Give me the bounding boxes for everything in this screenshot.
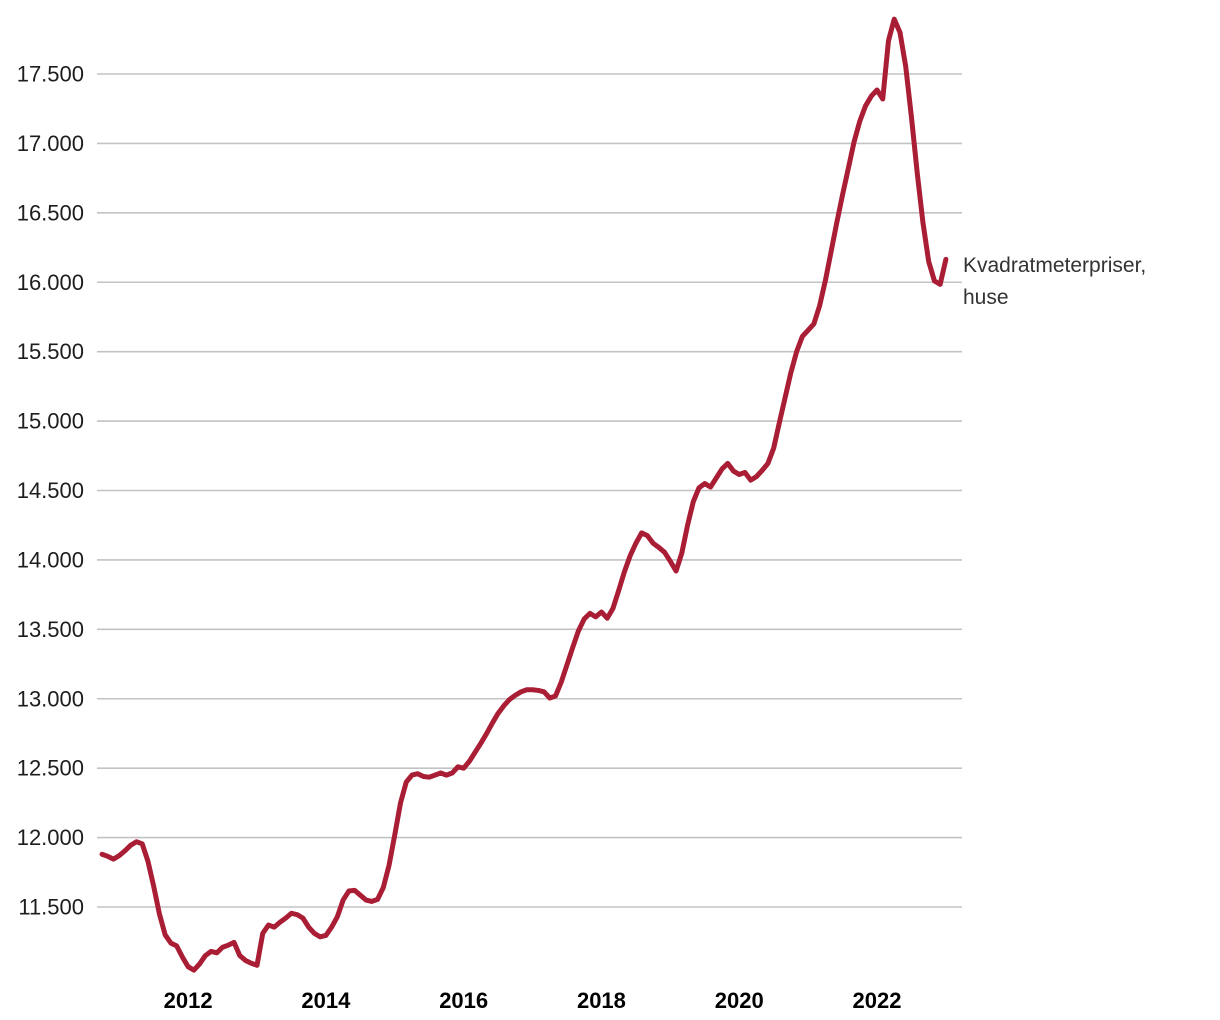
- series-label-line2: huse: [963, 286, 1009, 309]
- x-tick-label: 2018: [577, 988, 626, 1013]
- x-tick-label: 2022: [853, 988, 902, 1013]
- y-tick-label: 13.500: [17, 617, 84, 642]
- y-tick-label: 12.500: [17, 756, 84, 781]
- y-tick-label: 15.500: [17, 339, 84, 364]
- x-tick-label: 2016: [439, 988, 488, 1013]
- y-tick-label: 11.500: [18, 895, 84, 920]
- y-tick-label: 17.500: [17, 62, 84, 87]
- y-tick-label: 16.500: [17, 200, 84, 225]
- x-tick-label: 2014: [301, 988, 351, 1013]
- price-line-path: [99, 16, 949, 973]
- x-tick-label: 2020: [715, 988, 764, 1013]
- x-tick-label: 2012: [164, 988, 213, 1013]
- series-label: Kvadratmeterpriser, huse: [963, 250, 1146, 314]
- y-tick-label: 15.000: [17, 409, 84, 434]
- y-tick-label: 16.000: [17, 270, 84, 295]
- series-label-line1: Kvadratmeterpriser,: [963, 254, 1147, 277]
- y-tick-label: 14.000: [17, 547, 84, 572]
- y-tick-label: 17.000: [17, 131, 84, 156]
- y-tick-label: 12.000: [17, 825, 84, 850]
- y-tick-label: 14.500: [17, 478, 84, 503]
- y-tick-label: 13.000: [17, 686, 84, 711]
